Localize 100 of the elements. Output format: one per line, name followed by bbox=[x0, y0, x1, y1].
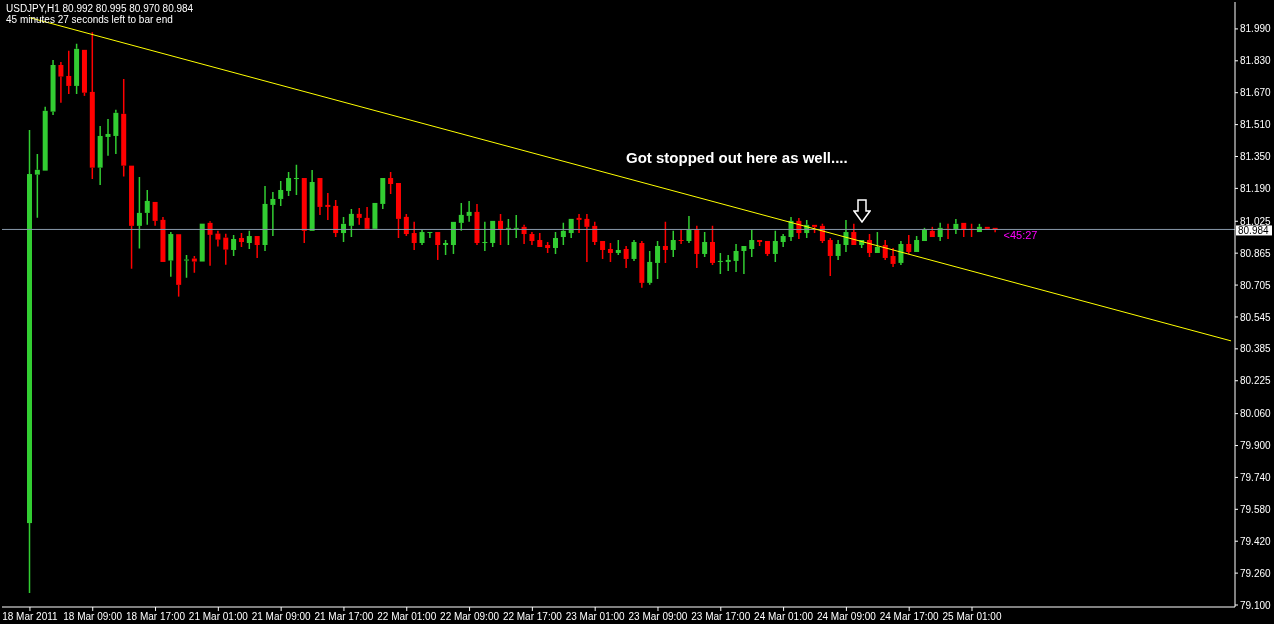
y-tick-label: 81.670 bbox=[1240, 87, 1272, 99]
candlestick bbox=[466, 200, 472, 223]
x-tick-label: 23 Mar 09:00 bbox=[628, 611, 688, 622]
candlestick bbox=[505, 218, 511, 246]
y-tick-label: 79.260 bbox=[1240, 567, 1272, 579]
x-tick-label: 21 Mar 17:00 bbox=[314, 611, 374, 622]
candlestick bbox=[293, 164, 299, 196]
candlestick bbox=[136, 176, 142, 250]
candlestick bbox=[97, 125, 103, 186]
x-tick-label: 18 Mar 2011 bbox=[2, 611, 59, 622]
x-tick-label: 25 Mar 01:00 bbox=[942, 611, 1002, 622]
y-tick-label: 81.350 bbox=[1240, 151, 1272, 163]
candlestick bbox=[710, 225, 716, 266]
candlestick bbox=[121, 78, 127, 178]
chart-title: USDJPY,H1 80.992 80.995 80.970 80.984 bbox=[6, 3, 194, 14]
y-tick-label: 79.420 bbox=[1240, 535, 1272, 547]
candlestick bbox=[223, 232, 229, 266]
x-tick-label: 21 Mar 09:00 bbox=[251, 611, 312, 622]
candlestick bbox=[686, 215, 692, 244]
y-tick-label: 80.545 bbox=[1240, 311, 1272, 323]
candlestick bbox=[395, 183, 401, 239]
candlestick bbox=[458, 202, 464, 232]
candlestick bbox=[427, 232, 433, 239]
candlestick bbox=[325, 192, 331, 221]
candlestick bbox=[639, 240, 645, 289]
candlestick bbox=[662, 221, 668, 264]
candlestick bbox=[733, 243, 739, 273]
candlestick bbox=[576, 213, 582, 234]
candlestick bbox=[474, 203, 480, 246]
candlestick bbox=[152, 201, 158, 227]
candlestick bbox=[835, 239, 841, 261]
annotation: <45:27 bbox=[1003, 229, 1038, 242]
candlestick bbox=[537, 232, 543, 247]
candlestick bbox=[725, 254, 731, 272]
y-tick-label: 80.225 bbox=[1240, 375, 1272, 387]
candlestick bbox=[482, 221, 488, 252]
y-tick-label: 81.190 bbox=[1240, 182, 1272, 194]
annotation: Got stopped out here as well.... bbox=[626, 149, 848, 167]
y-tick-label: 81.830 bbox=[1240, 55, 1272, 67]
candlestick bbox=[199, 223, 205, 262]
x-tick-label: 18 Mar 17:00 bbox=[126, 611, 186, 622]
candlestick bbox=[419, 229, 425, 246]
candlestick bbox=[890, 247, 896, 268]
y-tick-label: 79.100 bbox=[1240, 599, 1272, 611]
candlestick bbox=[66, 50, 72, 95]
candlestick bbox=[215, 230, 221, 248]
x-tick-label: 18 Mar 09:00 bbox=[63, 611, 123, 622]
candlestick bbox=[380, 178, 386, 210]
candlestick bbox=[262, 185, 268, 252]
x-tick-label: 22 Mar 01:00 bbox=[377, 611, 437, 622]
candlestick bbox=[882, 239, 888, 261]
x-tick-label: 24 Mar 09:00 bbox=[816, 611, 877, 622]
candlestick bbox=[827, 237, 833, 277]
candlestick bbox=[364, 206, 370, 229]
candlestick bbox=[207, 220, 213, 267]
candlestick bbox=[317, 178, 323, 216]
candlestick bbox=[411, 221, 417, 251]
candlestick bbox=[58, 61, 64, 104]
candlestick bbox=[372, 202, 378, 229]
candlestick bbox=[898, 240, 904, 266]
candlestick bbox=[356, 207, 362, 226]
x-tick-label: 21 Mar 01:00 bbox=[188, 611, 249, 622]
candlestick bbox=[27, 129, 32, 594]
candlestick bbox=[160, 216, 166, 262]
candlestick bbox=[749, 229, 755, 258]
candlestick bbox=[50, 59, 56, 116]
candlestick bbox=[584, 213, 590, 263]
candlestick bbox=[309, 169, 315, 231]
candlestick bbox=[717, 252, 723, 275]
candlestick bbox=[906, 234, 912, 255]
candlestick bbox=[772, 230, 778, 263]
candlestick bbox=[513, 214, 519, 239]
ref-line-label: 80.984 bbox=[1238, 224, 1270, 236]
x-tick-label: 24 Mar 01:00 bbox=[754, 611, 814, 622]
candlestick bbox=[568, 218, 574, 239]
candlestick bbox=[780, 233, 786, 248]
candlestick bbox=[678, 229, 684, 245]
y-tick-label: 80.705 bbox=[1240, 279, 1272, 291]
candlestick bbox=[631, 239, 637, 262]
y-tick-label: 81.990 bbox=[1240, 23, 1272, 35]
candlestick bbox=[129, 165, 135, 270]
candlestick bbox=[42, 106, 48, 171]
candlestick bbox=[113, 109, 119, 155]
y-tick-label: 79.740 bbox=[1240, 471, 1272, 483]
candlestick bbox=[105, 118, 111, 157]
candlestick bbox=[144, 189, 150, 226]
candlestick bbox=[184, 254, 190, 279]
y-tick-label: 80.865 bbox=[1240, 247, 1272, 259]
x-tick-label: 23 Mar 17:00 bbox=[691, 611, 751, 622]
candlestick bbox=[694, 225, 700, 269]
y-tick-label: 79.900 bbox=[1240, 440, 1272, 452]
x-tick-label: 23 Mar 01:00 bbox=[565, 611, 626, 622]
y-tick-label: 81.510 bbox=[1240, 119, 1272, 131]
candlestick bbox=[89, 31, 95, 180]
x-tick-label: 22 Mar 17:00 bbox=[502, 611, 563, 622]
candlestick bbox=[254, 236, 260, 259]
candlestick bbox=[270, 191, 276, 237]
y-tick-label: 81.025 bbox=[1240, 215, 1272, 227]
candlestick bbox=[168, 231, 174, 278]
candlestick bbox=[741, 245, 747, 275]
